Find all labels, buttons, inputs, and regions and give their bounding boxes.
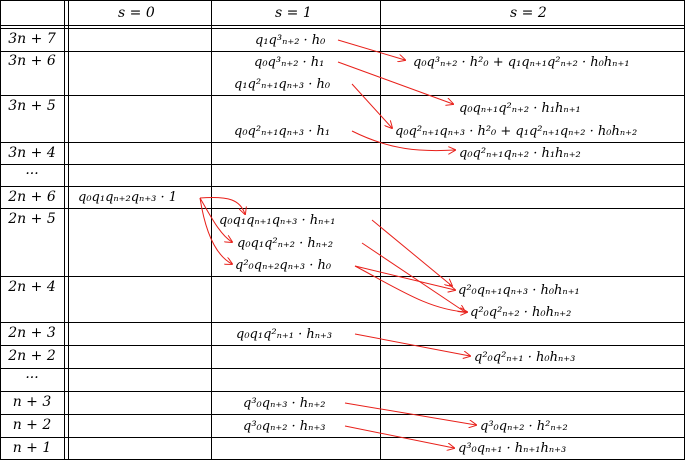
s2-entry: q²₀q²ₙ₊₂ · h₀hₙ₊₂	[470, 305, 572, 320]
s2-entry: q³₀qₙ₊₁ · hₙ₊₁hₙ₊₃	[458, 441, 567, 456]
col-divider	[380, 0, 381, 460]
col-divider-double	[64, 0, 65, 460]
s1-entry: q₀q²ₙ₊₁qₙ₊₃ · h₁	[234, 124, 331, 139]
s2-entry: q₀q³ₙ₊₂ · h²₀ + q₁qₙ₊₁q²ₙ₊₂ · h₀hₙ₊₁	[413, 55, 630, 70]
header-s2: s = 2	[510, 5, 547, 21]
arrow	[361, 242, 465, 312]
arrow	[199, 197, 245, 214]
row-divider	[0, 414, 685, 415]
row-label: 2n + 5	[8, 211, 56, 227]
row-divider	[0, 208, 685, 209]
row-label: n + 1	[12, 440, 52, 456]
s0-entry: q₀q₁qₙ₊₂qₙ₊₃ · 1	[78, 190, 178, 205]
col-divider	[0, 0, 1, 460]
s2-entry: q³₀qₙ₊₂ · h²ₙ₊₂	[480, 419, 568, 434]
row-divider	[0, 95, 685, 96]
row-label: 2n + 2	[8, 348, 56, 364]
row-label: 2n + 6	[8, 189, 56, 205]
row-divider	[0, 345, 685, 346]
row-divider	[0, 322, 685, 323]
row-divider	[0, 186, 685, 187]
row-divider	[0, 164, 685, 165]
arrow	[354, 333, 470, 356]
s1-entry: q²₀qₙ₊₂qₙ₊₃ · h₀	[235, 258, 332, 273]
header-s1: s = 1	[275, 5, 312, 21]
s2-entry: q₀q²ₙ₊₁qₙ₊₃ · h²₀ + q₁q²ₙ₊₁qₙ₊₂ · h₀hₙ₊₂	[395, 124, 638, 139]
row-label: ···	[25, 166, 39, 182]
row-divider	[0, 391, 685, 392]
arrow	[354, 265, 455, 290]
s2-entry: q₀q²ₙ₊₁qₙ₊₂ · h₁hₙ₊₂	[459, 146, 581, 161]
row-label: 2n + 3	[8, 325, 56, 341]
arrow	[371, 219, 452, 286]
arrow	[199, 197, 232, 242]
row-label: 3n + 5	[8, 98, 56, 114]
s2-entry: q²₀qₙ₊₁qₙ₊₃ · h₀hₙ₊₁	[458, 283, 580, 298]
arrow	[351, 83, 392, 128]
s1-entry: q₁q²ₙ₊₁qₙ₊₃ · h₀	[234, 77, 331, 92]
arrow	[344, 402, 476, 425]
s1-entry: q³₀qₙ₊₃ · hₙ₊₂	[243, 396, 326, 411]
s1-entry: q₀q₁q²ₙ₊₂ · hₙ₊₂	[237, 236, 334, 251]
header-divider	[0, 25, 685, 26]
s2-entry: q²₀q²ₙ₊₁ · h₀hₙ₊₃	[474, 350, 576, 365]
row-label: 3n + 7	[8, 31, 56, 47]
s1-entry: q₀q³ₙ₊₂ · h₁	[254, 55, 325, 70]
arrow	[199, 197, 232, 264]
row-divider	[0, 142, 685, 143]
row-divider	[0, 437, 685, 438]
arrow	[344, 425, 454, 448]
row-label: n + 2	[12, 417, 52, 433]
header-s0: s = 0	[118, 5, 155, 21]
row-label: 2n + 4	[8, 279, 56, 295]
arrow	[337, 39, 405, 60]
arrow	[354, 265, 467, 312]
arrow	[337, 61, 453, 104]
s1-entry: q₁q³ₙ₊₂ · h₀	[255, 33, 326, 48]
col-divider	[211, 0, 212, 460]
table-top-border	[0, 0, 685, 1]
row-label: ···	[25, 370, 39, 386]
header-divider-double	[0, 28, 685, 29]
col-divider-double	[68, 0, 69, 460]
row-label: 3n + 6	[8, 53, 56, 69]
row-label: n + 3	[12, 394, 52, 410]
row-divider	[0, 276, 685, 277]
row-divider	[0, 51, 685, 52]
s1-entry: q₀q₁qₙ₊₁qₙ₊₃ · hₙ₊₁	[219, 213, 336, 228]
row-label: 3n + 4	[8, 145, 56, 161]
arrow	[351, 130, 455, 151]
s1-entry: q₀q₁q²ₙ₊₁ · hₙ₊₃	[236, 327, 333, 342]
s1-entry: q³₀qₙ₊₂ · hₙ₊₃	[243, 419, 326, 434]
row-divider	[0, 368, 685, 369]
s2-entry: q₀qₙ₊₁q²ₙ₊₂ · h₁hₙ₊₁	[459, 101, 581, 116]
